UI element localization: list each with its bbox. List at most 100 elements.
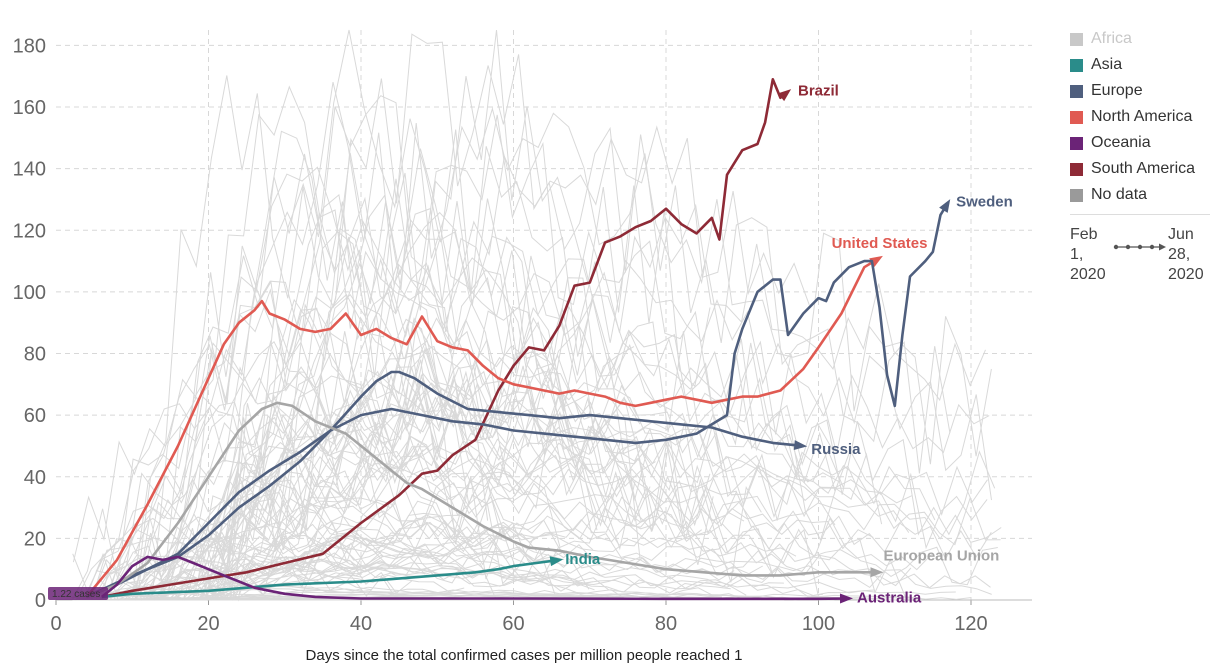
background-line <box>153 524 445 601</box>
background-line <box>127 401 556 595</box>
background-line <box>145 301 619 601</box>
background-line <box>121 152 641 601</box>
x-tick-label: 100 <box>802 613 835 635</box>
legend-swatch <box>1070 188 1083 202</box>
background-line <box>211 534 593 600</box>
x-tick-label: 0 <box>50 613 61 635</box>
series-label: Australia <box>857 589 922 606</box>
background-line <box>134 75 517 601</box>
background-line <box>134 81 517 573</box>
start-marker-label: 1.22 cases <box>52 589 100 600</box>
legend-label: Oceania <box>1091 134 1151 151</box>
background-line <box>186 193 996 587</box>
background-line <box>87 339 424 591</box>
x-tick-label: 40 <box>350 613 372 635</box>
legend-item-asia[interactable]: Asia <box>1070 52 1218 78</box>
background-line <box>185 503 735 600</box>
legend-item-south-america[interactable]: South America <box>1070 156 1218 182</box>
x-tick-label: 60 <box>502 613 524 635</box>
legend-item-oceania[interactable]: Oceania <box>1070 130 1218 156</box>
x-tick-label: 20 <box>197 613 219 635</box>
y-tick-label: 20 <box>24 528 46 550</box>
background-line <box>200 231 598 578</box>
timeline-control[interactable]: Feb 1, 2020 Jun 28, 2020 <box>1070 225 1218 285</box>
background-line <box>157 407 906 601</box>
background-line <box>212 95 641 575</box>
series-label: European Union <box>884 547 1000 564</box>
legend-label: South America <box>1091 160 1196 177</box>
background-line <box>200 421 538 591</box>
series-line-brazil <box>101 78 789 599</box>
background-line <box>194 412 988 601</box>
x-tick-label: 120 <box>954 613 987 635</box>
background-line <box>86 353 636 601</box>
legend-label: Africa <box>1091 30 1132 47</box>
background-line <box>202 365 738 578</box>
legend-item-no-data[interactable]: No data <box>1070 182 1218 208</box>
y-tick-label: 160 <box>13 97 46 119</box>
y-tick-label: 60 <box>24 405 46 427</box>
x-axis-title: Days since the total confirmed cases per… <box>306 647 743 664</box>
background-line <box>95 106 951 575</box>
y-tick-label: 180 <box>13 35 46 57</box>
legend-swatch <box>1070 58 1083 72</box>
background-line <box>207 495 1002 601</box>
legend-label: North America <box>1091 108 1193 125</box>
background-line <box>146 459 499 601</box>
legend-swatch <box>1070 110 1083 124</box>
legend-swatch <box>1070 32 1083 46</box>
series-line-european-union <box>86 401 880 599</box>
timeline-start-date: Feb 1, 2020 <box>1070 226 1106 283</box>
legend-divider <box>1070 214 1210 215</box>
legend-item-north-america[interactable]: North America <box>1070 104 1218 130</box>
legend-item-africa[interactable]: Africa <box>1070 26 1218 52</box>
background-line <box>105 555 731 596</box>
background-line <box>158 414 998 586</box>
series-line-sweden <box>86 201 950 599</box>
timeline-end-date: Jun 28, 2020 <box>1168 226 1204 283</box>
legend-swatch <box>1070 84 1083 98</box>
series-lines <box>85 78 951 604</box>
series-end-arrow <box>870 567 884 578</box>
background-line <box>196 196 762 601</box>
background-line <box>163 588 972 600</box>
series-end-arrow <box>793 440 808 451</box>
legend-swatch <box>1070 136 1083 150</box>
background-line <box>166 257 839 601</box>
background-line <box>206 29 711 601</box>
series-line-australia <box>100 555 850 601</box>
y-tick-label: 100 <box>13 282 46 304</box>
background-line <box>117 280 835 601</box>
series-end-arrow <box>939 199 951 213</box>
series-label: India <box>565 551 601 568</box>
start-marker-badge <box>48 587 108 600</box>
background-line <box>100 426 1001 601</box>
axis-ticks: 0 20 40 60 80 100 120 140 160 180 0 20 40 60 80 100 120 <box>13 35 1032 635</box>
series-label: Brazil <box>798 83 839 100</box>
series-label: Sweden <box>956 194 1013 211</box>
y-tick-label: 40 <box>24 467 46 489</box>
legend-label: Asia <box>1091 56 1123 73</box>
series-end-arrow <box>549 556 564 567</box>
background-line <box>132 308 561 601</box>
legend: Africa Asia Europe North America Oceania Sout… <box>1070 26 1218 285</box>
background-line <box>123 518 933 601</box>
legend-item-europe[interactable]: Europe <box>1070 78 1218 104</box>
grid <box>56 30 1032 600</box>
background-country-lines <box>71 29 1002 602</box>
background-line <box>222 463 848 600</box>
legend-swatch <box>1070 162 1083 176</box>
background-line <box>202 468 874 601</box>
background-line <box>175 370 711 601</box>
x-tick-label: 80 <box>655 613 677 635</box>
series-end-arrow <box>869 255 883 267</box>
background-line <box>191 425 910 601</box>
legend-label: No data <box>1091 186 1148 203</box>
series-label: United States <box>832 235 928 252</box>
background-line <box>72 280 714 594</box>
y-tick-label: 140 <box>13 159 46 181</box>
background-line <box>72 166 883 563</box>
series-line-russia <box>85 370 804 599</box>
legend-label: Europe <box>1091 82 1143 99</box>
